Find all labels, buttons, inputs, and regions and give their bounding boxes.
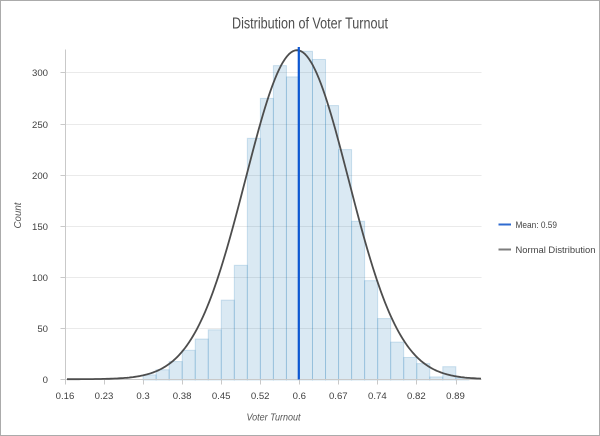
svg-text:Voter Turnout: Voter Turnout [247, 412, 302, 423]
svg-text:0.23: 0.23 [95, 391, 114, 402]
svg-text:250: 250 [32, 120, 48, 131]
svg-text:0.6: 0.6 [293, 391, 306, 402]
svg-text:Normal Distribution: Normal Distribution [516, 245, 596, 256]
svg-text:200: 200 [32, 171, 48, 182]
svg-text:0.38: 0.38 [173, 391, 192, 402]
svg-text:Mean: 0.59: Mean: 0.59 [516, 220, 558, 231]
svg-text:150: 150 [32, 222, 48, 233]
svg-text:0.16: 0.16 [56, 391, 75, 402]
svg-text:Count: Count [13, 201, 24, 228]
svg-text:Distribution of Voter Turnout: Distribution of Voter Turnout [232, 16, 389, 33]
svg-text:0.45: 0.45 [212, 391, 231, 402]
svg-text:0: 0 [43, 375, 48, 386]
svg-text:0.67: 0.67 [329, 391, 348, 402]
svg-text:100: 100 [32, 273, 48, 284]
svg-text:0.52: 0.52 [251, 391, 270, 402]
svg-text:0.82: 0.82 [407, 391, 426, 402]
svg-text:300: 300 [32, 68, 48, 79]
svg-text:50: 50 [37, 324, 48, 335]
svg-text:0.3: 0.3 [136, 391, 149, 402]
svg-text:0.89: 0.89 [446, 391, 465, 402]
svg-text:0.74: 0.74 [368, 391, 387, 402]
